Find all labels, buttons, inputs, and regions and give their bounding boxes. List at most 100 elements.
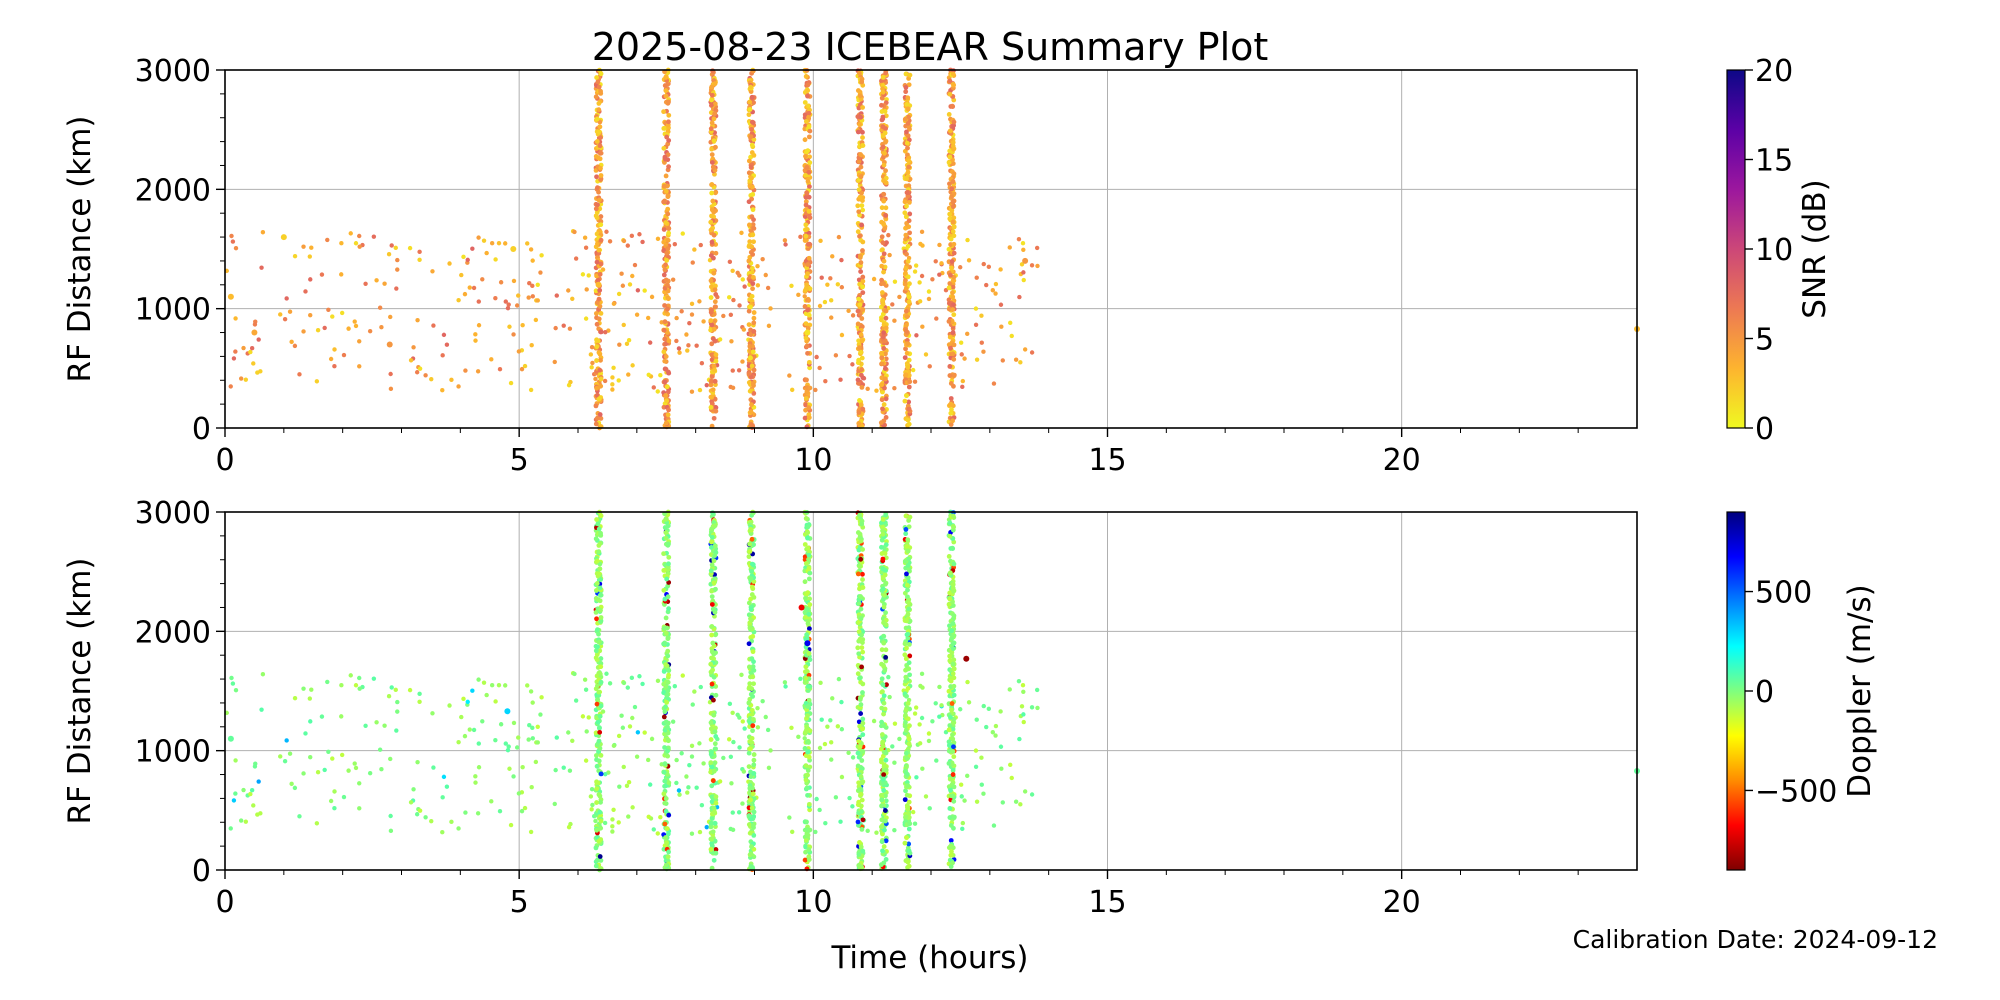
streak-point — [905, 548, 911, 554]
streak-point — [747, 388, 753, 394]
scatter-point — [828, 298, 834, 303]
scatter-point — [684, 774, 689, 779]
scatter-point — [839, 332, 845, 338]
scatter-point — [230, 239, 236, 244]
streak-point — [805, 82, 811, 88]
scatter-point — [937, 242, 942, 248]
streak-point — [905, 145, 910, 151]
scatter-point — [386, 694, 392, 699]
scatter-point — [960, 378, 966, 384]
scatter-point — [388, 828, 394, 834]
streak-point — [950, 793, 956, 799]
scatter-point — [828, 718, 833, 723]
streak-point — [712, 729, 718, 735]
streak-point — [903, 270, 908, 276]
streak-point — [666, 138, 672, 143]
scatter-point — [1029, 792, 1035, 797]
streak-point — [904, 835, 909, 841]
streak-point — [751, 681, 756, 687]
streak-point — [713, 408, 719, 414]
scatter-point — [431, 323, 436, 328]
scatter-point — [933, 701, 938, 706]
scatter-point — [1021, 712, 1026, 717]
scatter-point — [386, 252, 392, 257]
streak-point — [880, 406, 885, 412]
streak-point — [713, 352, 719, 358]
streak-point — [594, 857, 600, 863]
scatter-point — [447, 261, 452, 266]
scatter-point — [339, 241, 344, 246]
scatter-point — [701, 319, 706, 324]
streak-point — [750, 728, 755, 734]
scatter-point — [522, 805, 528, 811]
streak-point — [859, 367, 865, 372]
scatter-point — [737, 715, 742, 720]
scatter-point — [539, 695, 544, 700]
streak-point — [666, 554, 672, 560]
streak-point — [951, 241, 957, 247]
streak-point — [594, 558, 600, 564]
scatter-point — [1035, 263, 1040, 269]
streak-point — [751, 832, 757, 838]
streak-point — [857, 233, 862, 239]
scatter-point — [937, 272, 942, 277]
streak-point — [806, 801, 812, 807]
streak-point — [662, 319, 668, 325]
scatter-point — [993, 281, 999, 287]
streak-point — [883, 315, 889, 321]
streak-point — [664, 693, 670, 698]
streak-point — [881, 402, 887, 407]
streak-point — [906, 384, 912, 390]
streak-point — [750, 192, 756, 197]
scatter-point — [766, 765, 772, 771]
streak-point — [858, 844, 864, 850]
scatter-point — [1019, 704, 1025, 709]
scatter-point — [456, 384, 461, 389]
data-point — [510, 246, 517, 252]
streak-point — [903, 308, 909, 314]
scatter-point — [589, 786, 595, 792]
scatter-point — [476, 741, 481, 746]
scatter-point — [981, 791, 986, 796]
streak-point — [951, 342, 957, 348]
streak-point — [594, 415, 600, 421]
streak-point — [878, 862, 884, 868]
streak-point — [905, 106, 911, 112]
streak-point — [666, 580, 672, 585]
streak-point — [859, 222, 864, 228]
scatter-point — [604, 229, 609, 234]
streak-point — [860, 274, 866, 280]
scatter-point — [471, 285, 477, 291]
scatter-point — [252, 322, 258, 327]
streak-point — [750, 716, 756, 722]
streak-point — [666, 119, 671, 125]
streak-point — [859, 632, 864, 638]
scatter-point — [874, 830, 879, 835]
streak-point — [713, 358, 719, 364]
streak-point — [950, 290, 955, 296]
scatter-point — [417, 699, 422, 704]
scatter-point — [886, 674, 891, 680]
streak-point — [803, 119, 809, 124]
scatter-point — [610, 824, 615, 829]
scatter-point — [912, 379, 918, 384]
scatter-point — [582, 677, 588, 682]
streak-point — [708, 295, 714, 300]
scatter-point — [539, 253, 544, 258]
scatter-point — [395, 699, 400, 705]
streak-point — [747, 548, 753, 554]
scatter-point — [493, 295, 498, 301]
streak-point — [751, 668, 757, 673]
streak-point — [949, 636, 955, 642]
streak-point — [858, 349, 864, 355]
scatter-point — [570, 738, 575, 743]
snr-points — [224, 67, 1640, 431]
streak-point — [805, 792, 810, 798]
scatter-point — [503, 741, 508, 746]
scatter-point — [511, 278, 517, 284]
streak-point — [748, 774, 754, 779]
scatter-point — [297, 372, 302, 377]
streak-point — [594, 742, 600, 748]
streak-point — [805, 590, 811, 596]
scatter-point — [917, 299, 923, 304]
